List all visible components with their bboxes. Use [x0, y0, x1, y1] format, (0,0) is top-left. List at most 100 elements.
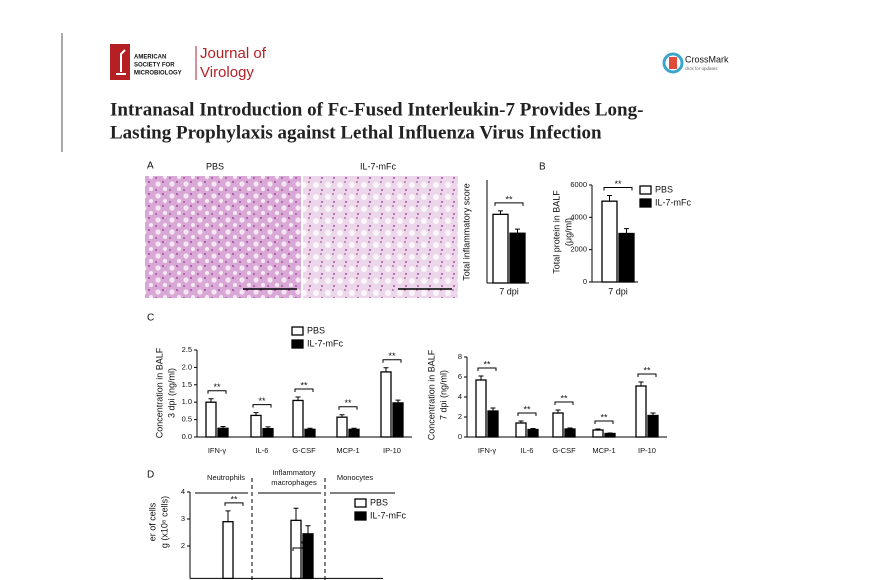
publisher-line: SOCIETY FOR	[134, 63, 175, 69]
bar	[262, 427, 274, 438]
error-bar	[607, 195, 612, 202]
x-tick-label: IP-10	[638, 446, 656, 455]
y-tick-label: 2.5	[182, 345, 192, 354]
bar	[217, 427, 229, 438]
crossmark[interactable]: CrossMark click for updates	[662, 52, 729, 74]
error-bar	[208, 398, 214, 403]
y-tick-label: 0	[458, 432, 462, 441]
histology-image	[145, 176, 301, 298]
bar	[592, 429, 604, 438]
error-bar	[518, 420, 524, 423]
significance-bracket	[637, 373, 657, 377]
y-axis-label: g (x10⁶ cells)	[159, 496, 169, 548]
y-tick-label: 2	[458, 412, 462, 421]
y-tick-label: 4	[181, 487, 185, 496]
bar	[509, 232, 526, 284]
y-tick-label: 1.5	[182, 380, 192, 389]
error-bar	[265, 426, 271, 429]
y-tick-label: 0.0	[182, 432, 192, 441]
significance-mark: **	[643, 365, 651, 375]
significance-bracket	[207, 390, 227, 394]
error-bar	[490, 407, 496, 411]
y-tick-label: 2000	[570, 245, 587, 254]
bar	[604, 432, 616, 438]
y-tick-label: 0	[583, 277, 587, 286]
significance-bracket	[224, 502, 244, 506]
significance-mark: **	[230, 494, 238, 504]
bar	[635, 385, 647, 438]
legend-swatch	[291, 339, 304, 349]
error-bar	[498, 210, 503, 215]
error-bar	[515, 228, 520, 234]
bar	[222, 521, 234, 580]
y-tick-label: 8	[458, 352, 462, 361]
x-axis-label: 7 dpi	[608, 286, 628, 296]
y-axis-label: (μg/ml)	[563, 218, 573, 246]
y-tick-label: 3	[181, 514, 185, 523]
significance-mark: *	[300, 539, 304, 549]
legend-label: PBS	[655, 184, 673, 194]
error-bar	[607, 432, 613, 434]
crossmark-sub[interactable]: click for updates	[685, 66, 718, 71]
y-tick-label: 4	[458, 392, 462, 401]
bar	[250, 414, 262, 438]
x-axis-label: 7 dpi	[499, 286, 519, 296]
significance-bracket	[292, 547, 312, 551]
bar	[552, 412, 564, 438]
significance-mark: **	[483, 359, 491, 369]
x-tick-label: IP-10	[383, 446, 401, 455]
panel-label: B	[539, 162, 546, 173]
error-bar	[307, 427, 313, 430]
bar	[564, 428, 576, 438]
error-bar	[305, 525, 311, 534]
x-tick-label: MCP-1	[336, 446, 359, 455]
x-tick-label: MCP-1	[592, 446, 615, 455]
significance-bracket	[477, 367, 497, 371]
y-tick-label: 4000	[570, 212, 587, 221]
bar	[380, 371, 392, 438]
legend-label: PBS	[370, 497, 388, 507]
publisher-line: AMERICAN	[134, 55, 166, 61]
error-bar	[220, 426, 226, 429]
legend-swatch	[639, 198, 652, 208]
publisher-logo: AMERICAN SOCIETY FOR MICROBIOLOGY Journa…	[110, 44, 267, 81]
journal-name: Virology	[200, 64, 254, 81]
y-axis-label: 7 dpi (ng/ml)	[438, 370, 448, 420]
significance-mark: **	[614, 179, 622, 189]
panel-label: A	[147, 161, 154, 172]
error-bar	[555, 409, 561, 413]
y-axis-label: Concentration in BALF	[426, 349, 436, 440]
x-tick-label: IFN-γ	[208, 446, 227, 455]
y-axis-label: 3 dpi (ng/ml)	[166, 368, 176, 418]
y-axis-label: Concentration in BALF	[154, 347, 164, 438]
bar	[647, 414, 659, 438]
significance-mark: **	[300, 380, 308, 390]
histology-image	[303, 176, 458, 298]
panel-label: C	[147, 313, 154, 324]
error-bar	[478, 375, 484, 380]
significance-mark: **	[560, 393, 568, 403]
significance-mark: **	[505, 194, 513, 204]
y-tick-label: 6000	[570, 180, 587, 189]
significance-bracket	[338, 406, 358, 410]
bar	[515, 422, 527, 438]
bar	[302, 533, 314, 580]
x-tick-label: G-CSF	[552, 446, 576, 455]
significance-mark: **	[344, 398, 352, 408]
significance-bracket	[554, 401, 574, 405]
bar	[527, 428, 539, 438]
group-label: Inflammatory	[272, 468, 316, 477]
error-bar	[595, 428, 601, 430]
error-bar	[395, 399, 401, 403]
error-bar	[295, 396, 301, 401]
y-axis-label: er of cells	[147, 502, 157, 541]
group-label: Monocytes	[337, 473, 374, 482]
error-bar	[253, 412, 259, 416]
bar	[618, 232, 635, 283]
significance-bracket	[594, 420, 614, 424]
crossmark-label[interactable]: CrossMark	[685, 54, 729, 64]
legend-swatch	[639, 185, 652, 195]
error-bar	[624, 228, 629, 234]
y-axis-label: Total inflammatory score	[461, 183, 471, 281]
